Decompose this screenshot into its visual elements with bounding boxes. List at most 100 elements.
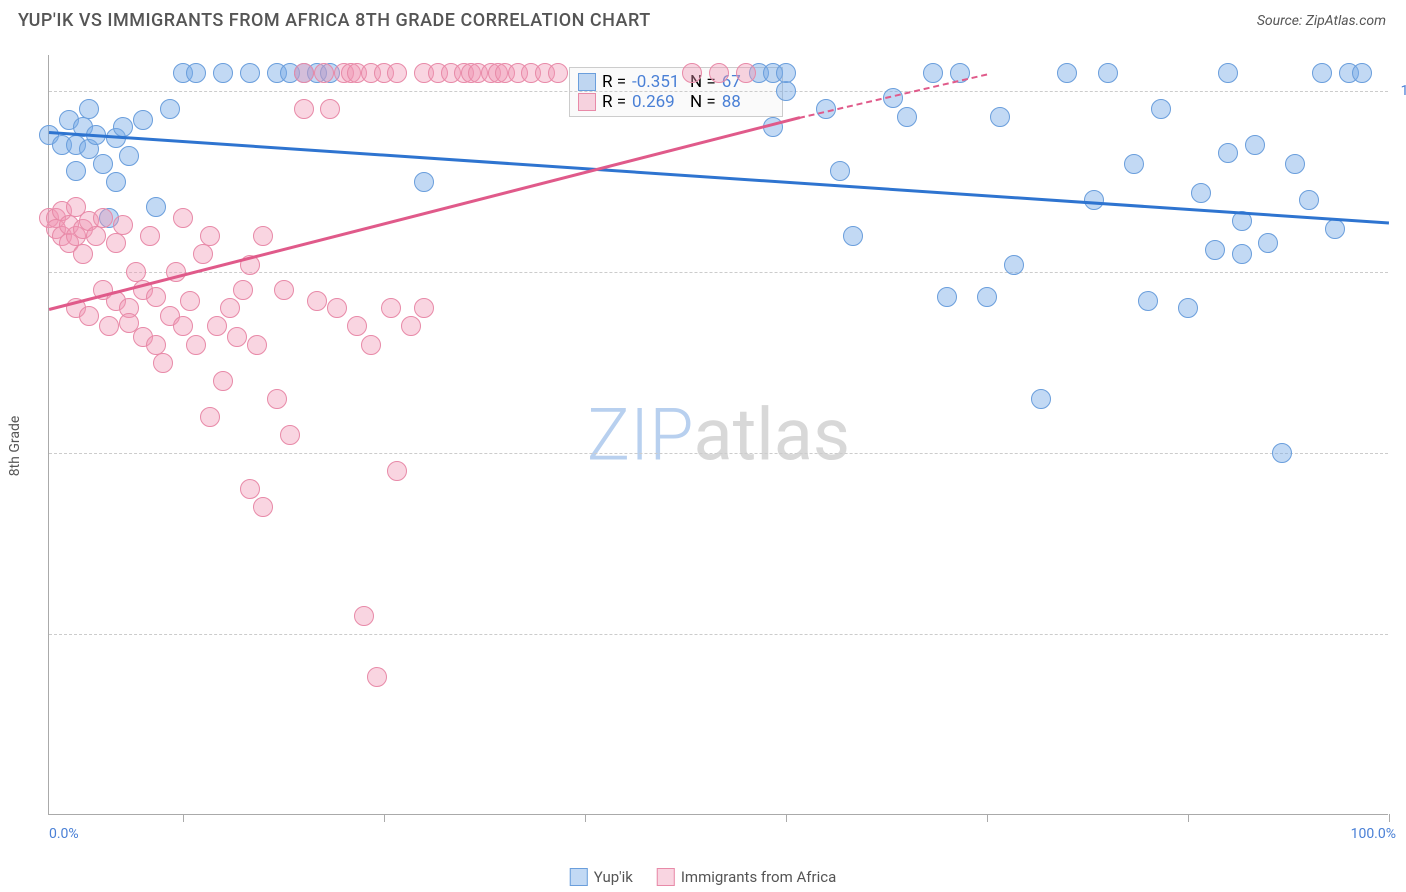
- legend-item: Immigrants from Africa: [657, 868, 836, 886]
- x-tick: [786, 814, 787, 822]
- series-swatch: [578, 93, 596, 111]
- data-point: [1299, 190, 1319, 210]
- data-point: [294, 63, 314, 83]
- data-point: [1285, 154, 1305, 174]
- x-tick: [585, 814, 586, 822]
- data-point: [186, 63, 206, 83]
- y-tick-label: 85.0%: [1396, 626, 1406, 642]
- data-point: [1232, 244, 1252, 264]
- data-point: [367, 667, 387, 687]
- data-point: [414, 172, 434, 192]
- x-tick: [1389, 814, 1390, 822]
- data-point: [1124, 154, 1144, 174]
- data-point: [66, 161, 86, 181]
- data-point: [213, 63, 233, 83]
- data-point: [1352, 63, 1372, 83]
- plot-area: ZIPatlas R =-0.351N =67R =0.269N =88 85.…: [48, 55, 1388, 815]
- source-attribution: Source: ZipAtlas.com: [1257, 13, 1386, 29]
- data-point: [327, 298, 347, 318]
- r-label: R =: [602, 72, 626, 92]
- data-point: [213, 371, 233, 391]
- gridline: [49, 634, 1388, 635]
- data-point: [126, 262, 146, 282]
- data-point: [361, 335, 381, 355]
- data-point: [897, 107, 917, 127]
- x-max-label: 100.0%: [1351, 826, 1396, 842]
- data-point: [387, 461, 407, 481]
- legend-label: Immigrants from Africa: [681, 868, 836, 886]
- data-point: [1084, 190, 1104, 210]
- n-label: N =: [690, 92, 716, 112]
- data-point: [1191, 183, 1211, 203]
- data-point: [709, 63, 729, 83]
- data-point: [294, 99, 314, 119]
- data-point: [990, 107, 1010, 127]
- x-tick: [384, 814, 385, 822]
- y-tick-label: 100.0%: [1396, 83, 1406, 99]
- x-min-label: 0.0%: [49, 826, 79, 842]
- data-point: [146, 287, 166, 307]
- data-point: [1004, 255, 1024, 275]
- data-point: [387, 63, 407, 83]
- chart-title: YUP'IK VS IMMIGRANTS FROM AFRICA 8TH GRA…: [18, 10, 651, 31]
- stats-row: R =0.269N =88: [578, 92, 774, 112]
- data-point: [146, 335, 166, 355]
- data-point: [1312, 63, 1332, 83]
- data-point: [274, 280, 294, 300]
- x-tick: [1188, 814, 1189, 822]
- data-point: [1245, 135, 1265, 155]
- data-point: [240, 63, 260, 83]
- data-point: [401, 316, 421, 336]
- chart-container: ZIPatlas R =-0.351N =67R =0.269N =88 85.…: [48, 55, 1388, 815]
- data-point: [86, 226, 106, 246]
- r-label: R =: [602, 92, 626, 112]
- data-point: [776, 63, 796, 83]
- data-point: [240, 479, 260, 499]
- data-point: [106, 172, 126, 192]
- data-point: [1031, 389, 1051, 409]
- data-point: [843, 226, 863, 246]
- data-point: [1205, 240, 1225, 260]
- data-point: [173, 316, 193, 336]
- trend-line: [49, 131, 1389, 224]
- data-point: [548, 63, 568, 83]
- data-point: [200, 226, 220, 246]
- legend-swatch: [657, 868, 675, 886]
- data-point: [106, 233, 126, 253]
- data-point: [93, 154, 113, 174]
- data-point: [146, 197, 166, 217]
- data-point: [227, 327, 247, 347]
- data-point: [1272, 443, 1292, 463]
- data-point: [253, 226, 273, 246]
- legend-swatch: [570, 868, 588, 886]
- data-point: [133, 110, 153, 130]
- data-point: [1178, 298, 1198, 318]
- data-point: [736, 63, 756, 83]
- data-point: [1151, 99, 1171, 119]
- legend-label: Yup'ik: [594, 868, 633, 886]
- data-point: [220, 298, 240, 318]
- data-point: [113, 215, 133, 235]
- data-point: [119, 146, 139, 166]
- data-point: [79, 99, 99, 119]
- data-point: [1057, 63, 1077, 83]
- data-point: [247, 335, 267, 355]
- data-point: [1258, 233, 1278, 253]
- data-point: [1098, 63, 1118, 83]
- data-point: [314, 63, 334, 83]
- y-axis-label: 8th Grade: [7, 416, 23, 477]
- y-tick-label: 95.0%: [1396, 264, 1406, 280]
- data-point: [79, 306, 99, 326]
- data-point: [414, 298, 434, 318]
- data-point: [180, 291, 200, 311]
- watermark: ZIPatlas: [587, 392, 850, 477]
- r-value: -0.351: [632, 72, 684, 92]
- data-point: [140, 226, 160, 246]
- data-point: [1325, 219, 1345, 239]
- n-value: 88: [722, 92, 774, 112]
- data-point: [830, 161, 850, 181]
- data-point: [267, 389, 287, 409]
- data-point: [253, 497, 273, 517]
- data-point: [186, 335, 206, 355]
- data-point: [1218, 63, 1238, 83]
